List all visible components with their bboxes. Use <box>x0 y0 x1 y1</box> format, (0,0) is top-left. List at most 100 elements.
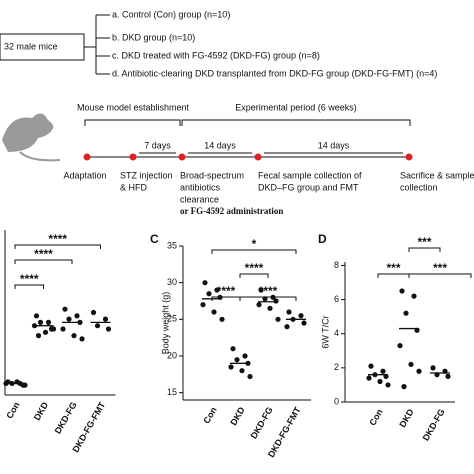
group-label: d. Antibiotic-clearing DKD transplanted … <box>112 68 437 78</box>
data-point <box>202 280 208 286</box>
x-tick-label: DKD <box>228 405 247 427</box>
group-label: c. DKD treated with FG-4592 (DKD-FG) gro… <box>112 50 320 60</box>
sig-label: **** <box>259 284 278 298</box>
x-tick-label: Con <box>4 400 21 420</box>
y-axis-label: 6W T/Cr <box>320 315 330 348</box>
data-point <box>230 346 236 352</box>
data-point <box>102 316 109 322</box>
group-bracket <box>84 14 110 75</box>
y-tick-label: 2 <box>334 362 339 372</box>
panel-letter: D <box>318 232 327 246</box>
data-point <box>256 302 262 308</box>
data-point <box>377 378 383 385</box>
data-point <box>408 361 414 368</box>
data-point <box>200 302 206 308</box>
sig-label: **** <box>245 261 264 275</box>
y-tick-label: 6 <box>334 294 339 304</box>
phase-label: Mouse model establishment <box>77 102 190 112</box>
x-tick-label: DKD-FG <box>53 400 79 435</box>
data-point <box>275 316 281 322</box>
data-point <box>430 365 436 371</box>
data-point <box>273 298 279 304</box>
data-point <box>301 320 307 326</box>
event-label: STZ injection <box>120 170 173 180</box>
sig-label: *** <box>386 261 400 275</box>
data-point <box>206 291 212 297</box>
group-label: b. DKD group (n=10) <box>112 32 195 42</box>
data-point <box>94 323 101 329</box>
data-point <box>66 316 72 322</box>
y-tick-label: 8 <box>334 260 339 270</box>
event-label: collection <box>400 182 438 192</box>
data-point <box>211 309 217 315</box>
x-tick-label: Con <box>367 407 384 427</box>
data-point <box>90 309 97 316</box>
sig-bracket <box>239 273 269 278</box>
event-label: & HFD <box>120 182 148 192</box>
x-tick-label: Con <box>201 405 218 425</box>
mouse-icon <box>2 113 54 152</box>
event-label: Adaptation <box>63 170 106 180</box>
data-point <box>380 368 386 374</box>
sig-label: * <box>252 237 257 251</box>
group-label: a. Control (Con) group (n=10) <box>112 9 230 19</box>
timeline-dot <box>178 153 186 161</box>
sig-bracket <box>408 273 472 278</box>
y-tick-label: 20 <box>167 350 177 360</box>
data-point <box>37 319 44 325</box>
timeline-dot <box>405 153 413 161</box>
data-point <box>298 313 304 319</box>
data-point <box>368 363 374 369</box>
y-tick-label: 15 <box>167 387 177 397</box>
data-point <box>267 305 273 311</box>
sig-bracket <box>14 244 101 249</box>
panel-letter: C <box>150 232 159 246</box>
interval-label: 7 days <box>144 140 171 150</box>
sig-label: **** <box>48 232 67 246</box>
cohort: 32 male mice <box>4 41 58 51</box>
interval-label: 14 days <box>318 140 350 150</box>
data-point <box>105 326 112 332</box>
event-label: antibiotics <box>180 182 221 192</box>
y-tick-label: 0 <box>334 396 339 406</box>
data-point <box>284 324 290 330</box>
sig-bracket <box>14 259 73 264</box>
data-point <box>74 313 80 319</box>
data-point <box>219 316 225 322</box>
data-point <box>416 368 422 374</box>
y-tick-label: 25 <box>167 314 177 324</box>
note: or FG-4592 administration <box>180 206 283 216</box>
timeline-dot <box>254 153 262 161</box>
x-tick-label: DKD-FG <box>421 407 447 442</box>
phase-bracket <box>84 119 411 126</box>
data-point <box>397 343 403 349</box>
x-tick-label: DKD-FG <box>249 405 275 440</box>
data-point <box>234 357 240 363</box>
timeline-dot <box>129 153 137 161</box>
data-point <box>411 293 417 299</box>
event-label: Fecal sample collection of <box>258 170 362 180</box>
data-point <box>258 287 264 293</box>
data-point <box>79 336 85 342</box>
data-point <box>62 306 68 312</box>
data-point <box>71 333 77 339</box>
interval-label: 14 days <box>204 140 236 150</box>
data-point <box>247 373 253 380</box>
y-axis-label: Body weight (g) <box>160 292 170 355</box>
data-point <box>60 326 66 332</box>
sig-bracket <box>211 249 297 254</box>
event-label: clearance <box>180 194 219 204</box>
x-tick-label: DKD <box>397 407 416 429</box>
y-tick-label: 30 <box>167 277 177 287</box>
data-point <box>366 375 372 381</box>
data-point <box>42 329 49 335</box>
sig-bracket <box>239 296 297 301</box>
data-point <box>239 368 245 374</box>
timeline-dot <box>83 153 91 161</box>
x-tick-label: DKD <box>32 400 51 422</box>
sig-label: *** <box>433 261 447 275</box>
sig-label: **** <box>217 284 236 298</box>
data-point <box>399 288 405 294</box>
sig-bracket <box>408 247 441 252</box>
